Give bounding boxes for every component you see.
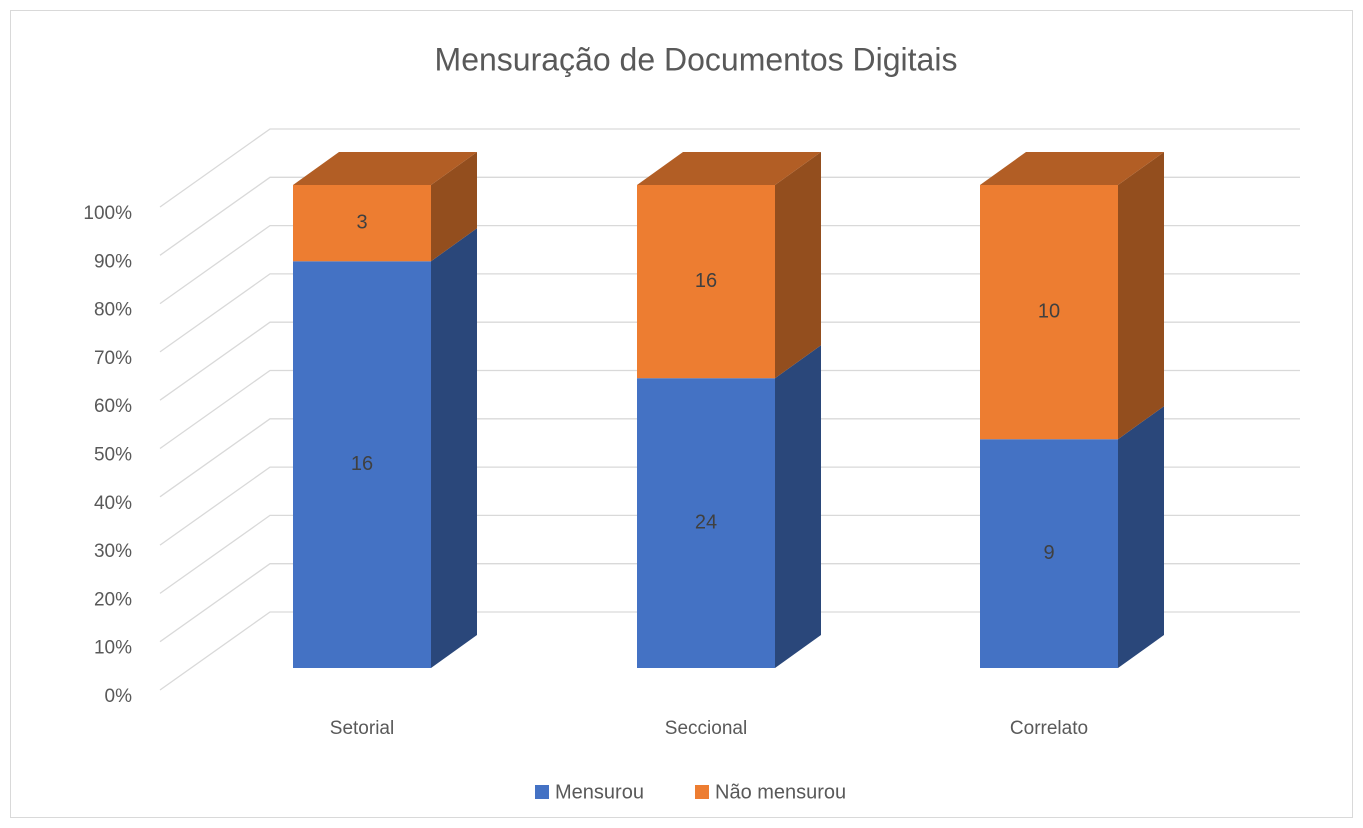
bar-top (293, 152, 477, 185)
grid-line (159, 224, 1300, 305)
grid-line (159, 321, 1300, 401)
grid-line (159, 466, 1300, 546)
chart-title: Mensuração de Documentos Digitais (435, 41, 958, 77)
grid-line (159, 369, 1300, 450)
data-label: 3 (356, 211, 367, 233)
bar-side (431, 228, 477, 668)
y-tick-label: 80% (94, 300, 132, 321)
bar (293, 261, 431, 668)
x-tick-label: Setorial (330, 718, 394, 739)
x-tick-label: Correlato (1010, 718, 1088, 739)
y-tick-label: 20% (94, 589, 132, 610)
bar (637, 185, 775, 379)
x-tick-label: Seccional (665, 718, 747, 739)
y-tick-label: 70% (94, 348, 132, 369)
bar-side (1118, 152, 1164, 440)
bar-top (637, 152, 821, 185)
y-tick-label: 40% (94, 493, 132, 514)
bar-side (775, 345, 821, 668)
data-label: 10 (1038, 300, 1060, 322)
grid-line (159, 418, 1300, 498)
data-label: 24 (695, 511, 717, 533)
grid-line (159, 611, 1300, 691)
data-label: 16 (695, 270, 717, 292)
y-tick-label: 0% (105, 686, 133, 707)
data-label: 9 (1043, 542, 1054, 564)
bar (980, 185, 1118, 440)
y-tick-label: 10% (94, 638, 132, 659)
grid-line (159, 176, 1300, 256)
y-tick-label: 90% (94, 251, 132, 272)
grid-line (159, 273, 1300, 353)
y-tick-label: 50% (94, 445, 132, 466)
bar (637, 378, 775, 668)
bar (293, 185, 431, 262)
legend-label: Mensurou (555, 781, 644, 803)
bar-side (1118, 406, 1164, 668)
y-tick-label: 100% (83, 203, 132, 224)
legend-swatch (535, 785, 549, 799)
y-tick-label: 60% (94, 396, 132, 417)
bar-side (775, 152, 821, 379)
grid-line (159, 514, 1300, 594)
grid-line (159, 128, 1300, 208)
data-label: 16 (351, 453, 373, 475)
bar-side (431, 152, 477, 262)
bar (980, 439, 1118, 668)
y-tick-label: 30% (94, 541, 132, 562)
legend-label: Não mensurou (715, 781, 846, 803)
bar-top (980, 152, 1164, 185)
grid-line (159, 563, 1300, 643)
legend-swatch (695, 785, 709, 799)
